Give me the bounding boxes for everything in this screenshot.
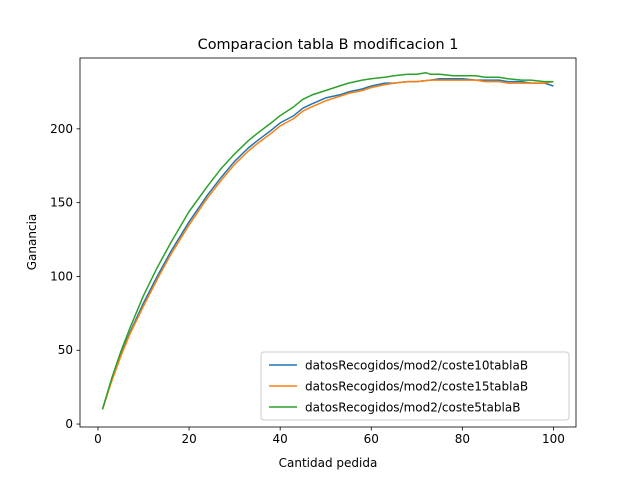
- axis-ticks: 0 20 40 60 80 100 0 50 100 150 200: [50, 57, 577, 446]
- series-line-2: [101, 79, 554, 410]
- x-tick-label: 60: [364, 432, 379, 446]
- x-tick-label: 20: [181, 432, 196, 446]
- y-tick-label: 50: [58, 343, 73, 357]
- legend: datosRecogidos/mod2/coste10tablaB datosRe…: [260, 351, 570, 421]
- y-axis-label: Ganancia: [25, 214, 39, 271]
- x-tick-label: 0: [94, 432, 102, 446]
- y-tick-label: 150: [50, 196, 73, 210]
- plot-area: [101, 72, 554, 410]
- x-tick-label: 100: [542, 432, 565, 446]
- x-axis-label: Cantidad pedida: [279, 456, 378, 470]
- y-tick-label: 100: [50, 269, 73, 283]
- x-tick-label: 80: [455, 432, 470, 446]
- series-line-3: [101, 72, 554, 410]
- legend-box: [260, 351, 570, 421]
- legend-label-1: datosRecogidos/mod2/coste10tablaB: [305, 359, 528, 373]
- x-tick-label: 40: [273, 432, 288, 446]
- axes-frame: [79, 57, 577, 428]
- series-line-1: [101, 77, 554, 410]
- legend-label-2: datosRecogidos/mod2/coste15tablaB: [305, 380, 528, 394]
- chart-title: Comparacion tabla B modificacion 1: [198, 37, 459, 53]
- y-tick-label: 0: [65, 417, 73, 431]
- legend-label-3: datosRecogidos/mod2/coste5tablaB: [305, 401, 520, 415]
- y-tick-label: 200: [50, 122, 73, 136]
